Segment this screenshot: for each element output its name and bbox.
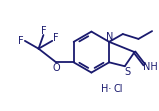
Text: NH: NH [143, 62, 158, 72]
Text: F: F [41, 26, 46, 36]
Text: N: N [106, 32, 114, 42]
Text: F: F [18, 36, 24, 46]
Text: H: H [101, 84, 109, 94]
Text: S: S [125, 67, 131, 77]
Text: F: F [53, 33, 59, 43]
Text: Cl: Cl [113, 84, 122, 94]
Text: ·: · [108, 84, 112, 94]
Text: O: O [52, 63, 60, 73]
